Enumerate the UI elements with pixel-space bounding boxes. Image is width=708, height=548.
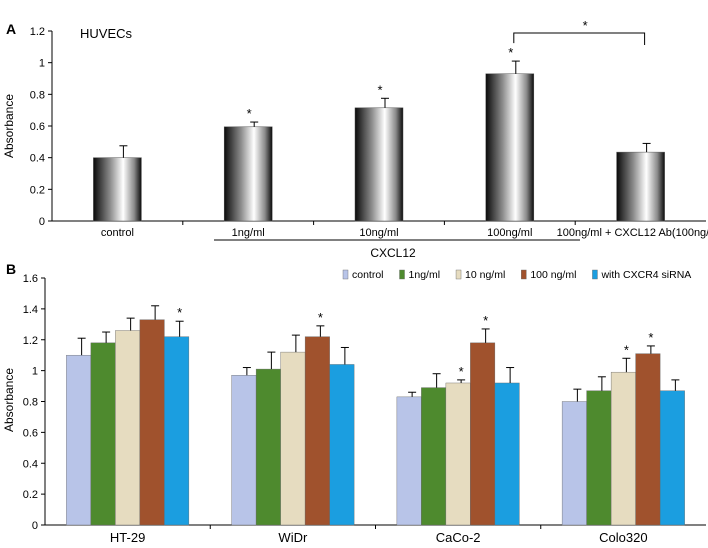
panel-b-legend-label: 1ng/ml [409,269,441,281]
panel-a-y-tick-label: 1 [39,58,45,70]
panel-b-category-label: CaCo-2 [436,530,481,545]
panel-b-y-tick-label: 0.2 [23,489,38,501]
panel-b-bar [494,382,520,526]
panel-b-bar [610,371,636,526]
panel-b-y-tick-label: 0.6 [23,427,38,439]
panel-b-bar [421,387,447,526]
panel-b-bar [445,382,471,526]
panel-a-bar [354,107,404,222]
panel-b-y-tick-label: 0 [32,520,38,532]
panel-b-legend-swatch [521,269,527,280]
panel-b-significance-star: * [624,342,629,357]
panel-b-legend-swatch [342,269,349,280]
panel-b-legend-label: 10 ng/ml [465,269,505,281]
panel-a-y-tick-label: 0 [39,216,45,228]
panel-a-ylabel: Absorbance [2,94,16,158]
panel-b-bar [66,354,92,526]
panel-a-y-tick-label: 0.2 [30,184,45,196]
panel-b-bar [396,396,422,526]
panel-b-y-tick-label: 0.8 [23,397,38,409]
panel-b-legend-label: 100 ng/ml [530,269,576,281]
panel-a-significance-star: * [508,45,513,60]
panel-b-category-label: Colo320 [599,530,647,545]
panel-b-bar [635,353,661,526]
panel-b-y-tick-label: 1 [32,366,38,378]
panel-b-label: B [6,261,16,277]
panel-a-bar [485,73,535,222]
panel-b-y-tick-label: 1.6 [23,273,38,285]
panel-b-bar [164,336,190,526]
panel-b-bar [659,390,685,526]
panel-a-y-tick-label: 0.4 [30,153,45,165]
panel-b-bar [280,351,306,526]
panel-a-category-label: 1ng/ml [232,227,265,239]
panel-a-label: A [6,21,16,37]
panel-b-significance-star: * [177,305,182,320]
panel-b-legend-swatch [455,269,462,280]
panel-b-bar [255,368,281,526]
panel-a-bar [223,126,273,222]
panel-b-significance-star: * [318,310,323,325]
panel-a-group-label: CXCL12 [370,246,416,260]
panel-b-y-tick-label: 0.4 [23,458,38,470]
panel-a-category-label: 100ng/ml + CXCL12 Ab(100ng/ml) [557,227,708,239]
panel-a-significance-star: * [377,82,382,97]
panel-a-category-label: 100ng/ml [487,227,532,239]
panel-a-y-tick-label: 0.6 [30,121,45,133]
panel-b-significance-star: * [648,330,653,345]
panel-b-y-tick-label: 1.2 [23,335,38,347]
panel-b-significance-star: * [483,313,488,328]
panel-a-category-label: 10ng/ml [359,227,398,239]
panel-b-ylabel: Absorbance [2,368,16,432]
panel-b-bar [561,401,587,526]
panel-b-bar [139,319,165,526]
panel-b-legend-swatch [592,269,598,280]
panel-b-bar [231,375,257,526]
panel-b-bar [90,342,116,526]
panel-b-legend-swatch [399,269,405,280]
panel-a-significance-star: * [247,106,252,121]
panel-b-bar [329,364,355,526]
panel-b-bar [470,342,496,526]
panel-a-significance-bracket [513,32,646,45]
panel-b-significance-star: * [459,364,464,379]
panel-b-bar [115,330,141,526]
panel-b-legend-label: with CXCR4 siRNA [600,269,691,281]
panel-b-bar [304,336,330,526]
panel-b-legend-label: control [352,269,384,281]
panel-a-category-label: control [101,227,134,239]
panel-b-bar [586,390,612,526]
panel-a-plot: 0 0.2 0.4 0.6 0.8 1 1.2 control * 1ng/ml * 10ng/ml *… [30,18,708,241]
panel-a-bar [93,157,142,222]
panel-a-y-tick-label: 1.2 [30,26,45,38]
panel-a-annotation: HUVECs [80,26,133,41]
panel-b-category-label: HT-29 [110,530,145,545]
panel-b-y-tick-label: 1.4 [23,304,38,316]
panel-b-category-label: WiDr [278,530,308,545]
panel-a-y-tick-label: 0.8 [30,89,45,101]
panel-a-bracket-star: * [583,18,588,33]
panel-b-plot: 0 0.2 0.4 0.6 0.8 1 1.2 1.4 1.6 * HT-29 * WiDr * * CaCo… [23,269,706,545]
panel-a-bar [616,151,665,222]
